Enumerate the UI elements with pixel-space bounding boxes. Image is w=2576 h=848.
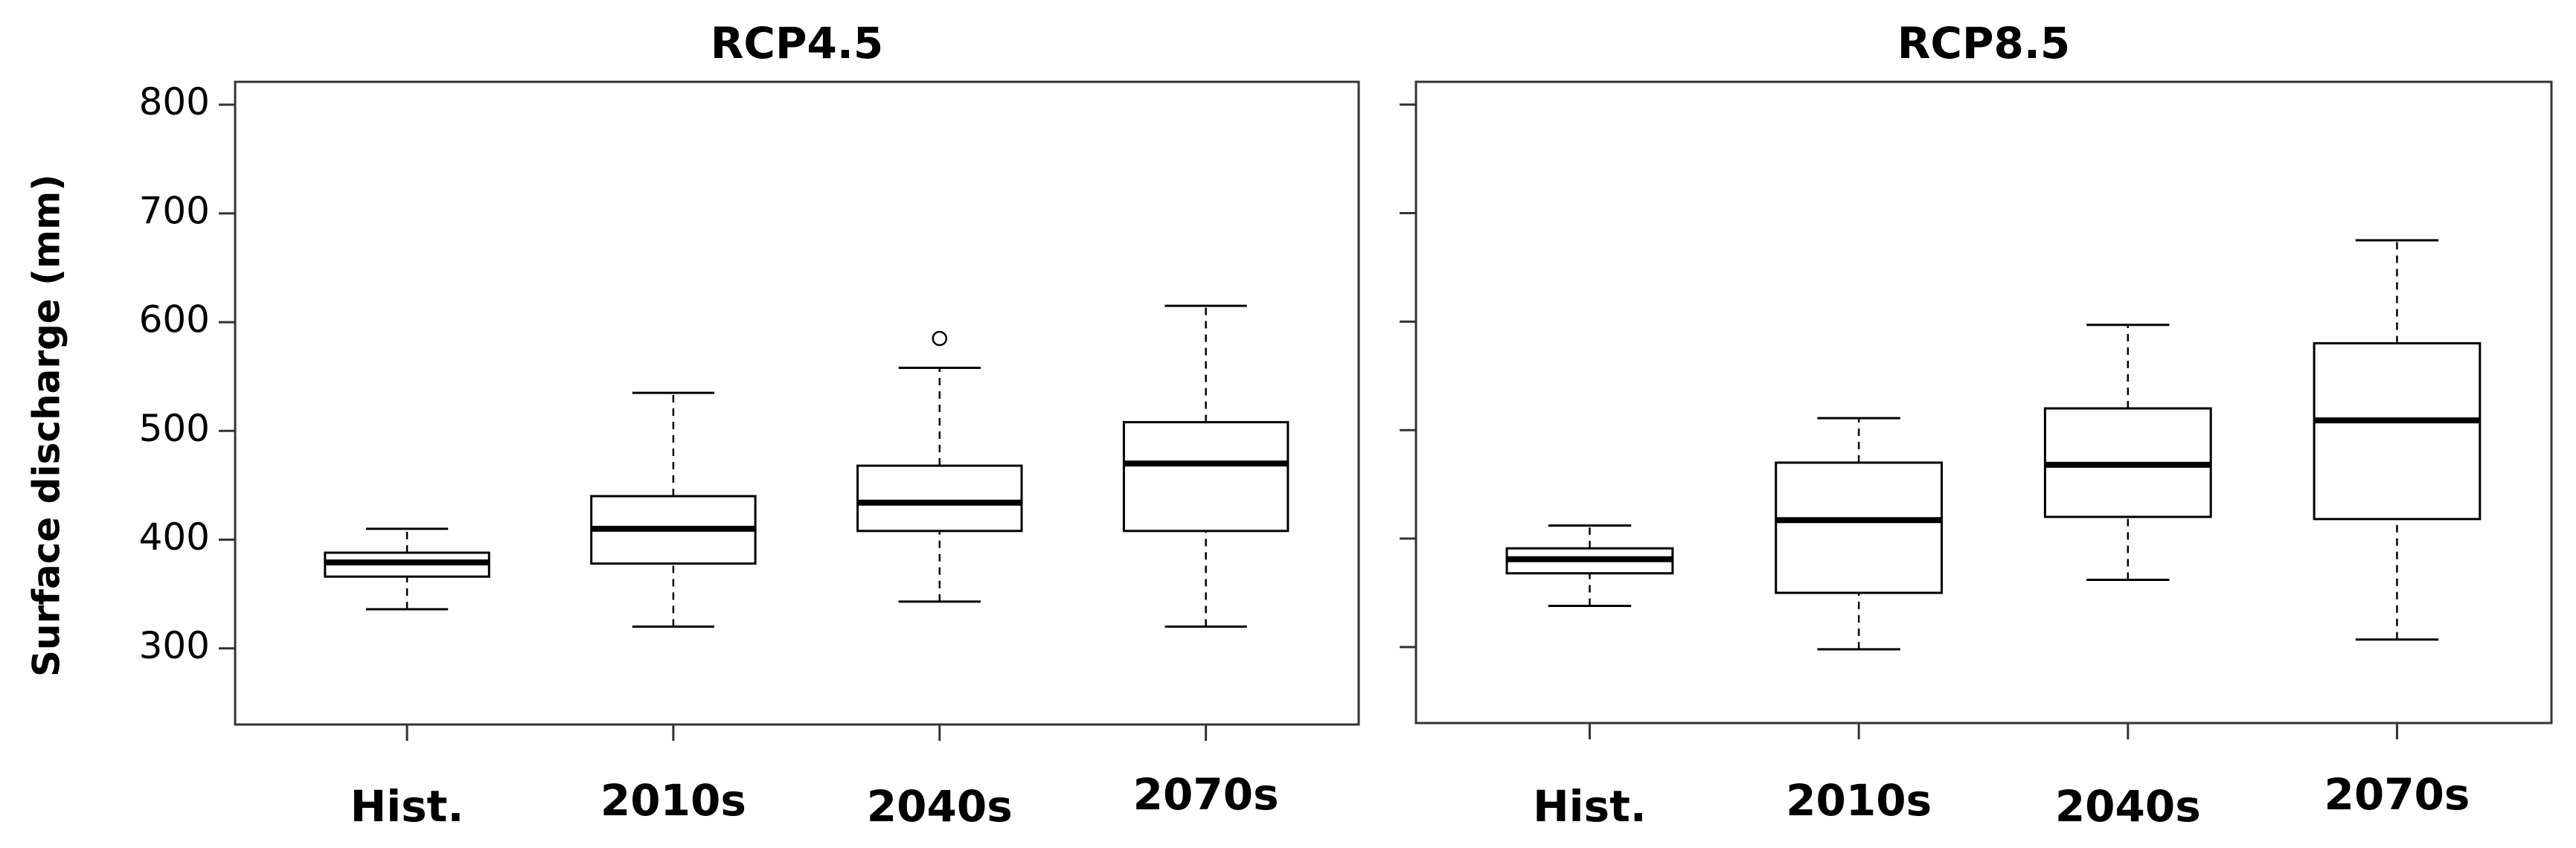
y-tick-label: 800 (139, 80, 210, 123)
x-tick-label: 2070s (1133, 769, 1279, 820)
box (1775, 461, 1944, 594)
box (856, 464, 1023, 533)
panel-title: RCP8.5 (1897, 18, 2070, 68)
x-tick-label: 2070s (2324, 769, 2470, 820)
y-tick-label: 300 (139, 624, 210, 667)
box (1122, 421, 1289, 533)
outlier (932, 330, 948, 347)
x-tick-label: 2010s (600, 775, 746, 826)
box (2313, 342, 2482, 521)
x-tick-label: 2040s (867, 781, 1013, 832)
y-tick-label: 400 (139, 515, 210, 559)
x-tick-label: 2010s (1786, 775, 1932, 826)
x-tick-label: Hist. (350, 781, 464, 832)
x-tick-label: Hist. (1533, 781, 1647, 832)
plot-frame (1414, 80, 2553, 725)
y-axis-label: Surface discharge (mm) (25, 174, 68, 677)
x-tick-label: 2040s (2055, 781, 2201, 832)
y-tick-label: 600 (139, 298, 210, 341)
y-tick-label: 700 (139, 189, 210, 232)
plot-frame (234, 80, 1360, 726)
y-tick-label: 500 (139, 407, 210, 450)
panel-title: RCP4.5 (711, 18, 883, 68)
